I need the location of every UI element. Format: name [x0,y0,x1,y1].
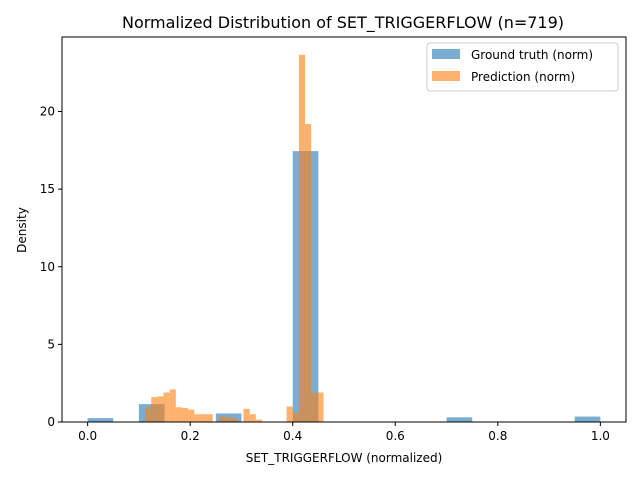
prediction-bar-21 [311,392,318,422]
legend-label-prediction: Prediction (norm) [471,70,575,84]
x-tick-label: 0.4 [283,429,302,443]
bars-layer [87,54,601,423]
prediction-bar-17 [286,406,293,422]
y-tick-label: 10 [40,260,55,274]
prediction-bar-15 [249,414,256,422]
x-tick-label: 0.2 [181,429,200,443]
prediction-bar-19 [298,54,306,423]
prediction-bar-11 [218,416,226,422]
prediction-bar-16 [255,419,262,422]
prediction-bar-5 [175,407,182,422]
prediction-bar-2 [157,396,164,422]
x-tick-label: 1.0 [591,429,610,443]
prediction-bar-10 [206,414,213,422]
prediction-bar-22 [317,392,324,422]
prediction-bar-13 [231,418,238,422]
prediction-bar-1 [151,397,158,422]
legend-label-ground-truth: Ground truth (norm) [471,48,593,62]
y-tick-label: 20 [40,105,55,119]
x-axis: 0.0 0.2 0.4 0.6 0.8 1.0 [78,422,610,443]
ground-truth-bar-5 [574,416,601,422]
y-axis: 0 5 10 15 20 [40,105,62,429]
y-tick-label: 5 [47,337,55,351]
legend-swatch-prediction [432,71,460,81]
legend: Ground truth (norm) Prediction (norm) [426,42,619,92]
ground-truth-bar-0 [87,418,114,422]
chart-title: Normalized Distribution of SET_TRIGGERFL… [122,13,564,33]
prediction-bar-3 [163,392,170,422]
prediction-bar-20 [305,123,312,422]
legend-swatch-ground-truth [432,49,460,59]
x-tick-label: 0.6 [386,429,405,443]
y-axis-label: Density [15,207,29,253]
plot-frame [61,36,627,423]
prediction-bar-9 [200,414,207,422]
y-tick-label: 0 [47,415,55,429]
prediction-bar-8 [194,414,201,422]
prediction-bar-7 [188,409,195,422]
prediction-bar-0 [145,407,152,422]
x-tick-label: 0.8 [488,429,507,443]
ground-truth-bar-4 [446,417,473,422]
prediction-bar-18 [292,412,299,422]
x-axis-label: SET_TRIGGERFLOW (normalized) [246,451,443,465]
prediction-bar-6 [181,408,189,422]
legend-box [426,42,619,92]
x-tick-label: 0.0 [78,429,97,443]
prediction-bar-12 [225,417,232,422]
prediction-bar-4 [169,389,176,422]
y-tick-label: 15 [40,182,55,196]
prediction-bar-14 [243,408,250,422]
